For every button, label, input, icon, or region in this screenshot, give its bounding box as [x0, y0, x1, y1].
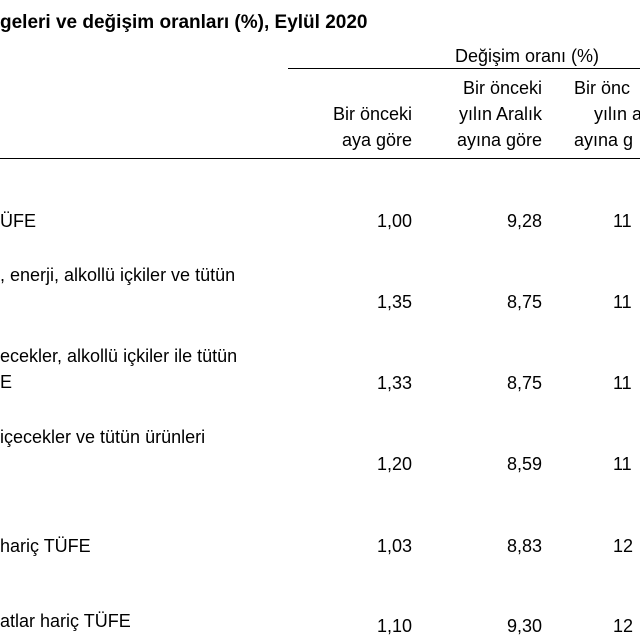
row-label-line: hariç TÜFE: [0, 536, 91, 556]
row-label-line: , enerji, alkollü içkiler ve tütün: [0, 265, 236, 285]
cell-monthly: 1,00: [376, 211, 412, 231]
row-label-line: atlar hariç TÜFE: [0, 611, 131, 631]
column-header-line: yılın Aralık: [458, 104, 542, 124]
cell-monthly: 1,35: [376, 292, 412, 312]
column-header-line: Bir önceki: [462, 78, 542, 98]
column-header-line: ayına g: [574, 130, 634, 150]
cell-year-to-date: 8,83: [506, 536, 542, 556]
row-label-line: ÜFE: [0, 211, 36, 231]
cell-monthly: 1,20: [376, 454, 412, 474]
cell-annual: 11: [613, 373, 632, 393]
row-label: ÜFE: [0, 208, 36, 234]
row-label: içecekler ve tütün ürünleri: [0, 424, 205, 450]
row-label-line: içecekler ve tütün ürünleri: [0, 427, 206, 447]
cell-monthly: 1,10: [376, 616, 412, 636]
cell-annual: 11: [613, 211, 632, 231]
cell-monthly: 1,03: [376, 536, 412, 556]
change-rate-group-header: Değişim oranı (%): [455, 46, 600, 66]
column-header-annual: Bir önc yılın a ayına g: [574, 75, 640, 153]
cell-annual: 12: [613, 616, 634, 636]
cell-year-to-date: 8,75: [506, 292, 542, 312]
column-header-monthly: Bir önceki aya göre: [333, 101, 412, 153]
cell-year-to-date: 9,28: [506, 211, 542, 231]
cell-year-to-date: 8,75: [506, 373, 542, 393]
row-label: hariç TÜFE: [0, 533, 91, 559]
column-header-line: Bir önc: [574, 78, 631, 98]
row-label-line: E: [0, 372, 13, 392]
column-header-year-to-date: Bir önceki yılın Aralık ayına göre: [457, 75, 542, 153]
cell-year-to-date: 8,59: [506, 454, 542, 474]
column-header-line: aya göre: [341, 130, 412, 150]
column-header-line: yılın a: [594, 104, 640, 124]
header-bottom-rule: [0, 158, 640, 159]
row-label: ecekler, alkollü içkiler ile tütün E: [0, 343, 237, 395]
cell-monthly: 1,33: [376, 373, 412, 393]
cell-annual: 11: [613, 454, 632, 474]
group-header-rule: [288, 68, 640, 69]
column-header-line: Bir önceki: [332, 104, 412, 124]
row-label-line: ecekler, alkollü içkiler ile tütün: [0, 346, 238, 366]
cell-year-to-date: 9,30: [506, 616, 542, 636]
cell-annual: 12: [613, 536, 634, 556]
table-title: geleri ve değişim oranları (%), Eylül 20…: [0, 12, 368, 33]
cell-annual: 11: [613, 292, 632, 312]
row-label: atlar hariç TÜFE: [0, 608, 131, 634]
row-label: , enerji, alkollü içkiler ve tütün: [0, 262, 235, 288]
column-header-line: ayına göre: [456, 130, 542, 150]
